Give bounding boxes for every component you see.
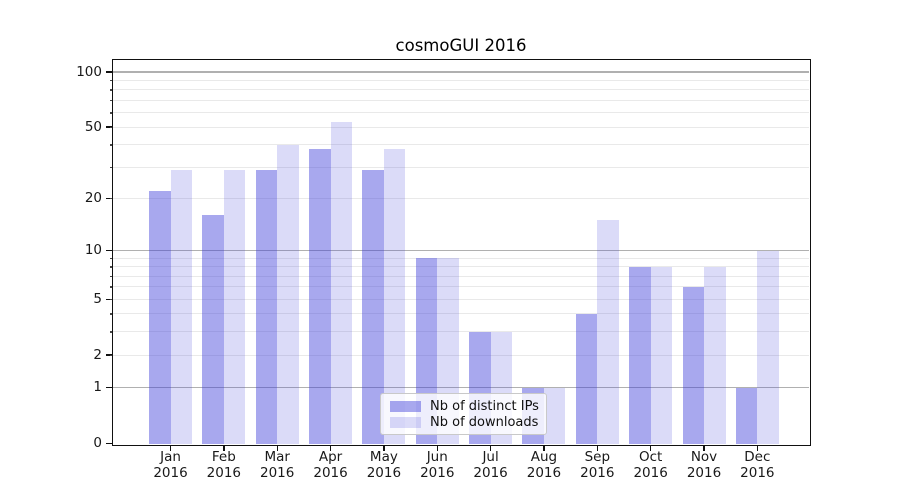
legend-item-downloads: Nb of downloads	[390, 414, 539, 430]
bar-apr-downloads	[330, 122, 353, 444]
bar-mar-downloads	[277, 144, 299, 444]
x-tick-label-jan: Jan 2016	[153, 449, 188, 481]
y-minor-tick-40	[109, 144, 112, 146]
y-minor-tick-30	[109, 166, 112, 169]
legend-swatch-downloads	[390, 416, 421, 428]
y-tick-label-20: 20	[84, 189, 102, 206]
y-tick-100	[106, 71, 112, 73]
gridline-y-80	[113, 89, 809, 91]
legend: Nb of distinct IPs Nb of downloads	[380, 393, 547, 435]
chart-title: cosmoGUI 2016	[395, 36, 527, 55]
x-tick-label-apr: Apr 2016	[313, 449, 348, 481]
y-minor-tick-5	[109, 298, 112, 301]
bar-dec-distinct-ips	[735, 387, 758, 444]
y-minor-tick-90	[109, 79, 112, 82]
y-tick-label-0: 0	[93, 435, 102, 451]
x-tick-apr	[329, 445, 332, 451]
x-tick-jan	[169, 445, 172, 451]
x-tick-aug	[543, 445, 545, 451]
gridline-y-100	[113, 71, 809, 73]
gridline-y-90	[113, 79, 809, 81]
y-minor-tick-8	[109, 266, 112, 268]
gridline-y-40	[113, 144, 809, 146]
x-tick-jun	[436, 445, 438, 451]
x-tick-sep	[596, 445, 598, 451]
y-minor-tick-6	[109, 286, 112, 288]
bar-may-distinct-ips	[362, 169, 384, 444]
bar-aug-downloads	[543, 387, 566, 444]
y-minor-tick-20	[109, 197, 112, 200]
y-minor-tick-2	[109, 354, 112, 356]
gridline-y-50	[113, 126, 809, 128]
y-tick-5	[106, 298, 112, 300]
x-tick-jul	[489, 445, 492, 451]
x-tick-label-jul: Jul 2016	[473, 449, 508, 481]
y-tick-1	[106, 387, 112, 389]
x-tick-label-mar: Mar 2016	[260, 449, 295, 481]
x-tick-mar	[276, 445, 278, 451]
legend-label-distinct-ips: Nb of distinct IPs	[430, 398, 539, 414]
y-tick-10	[106, 249, 112, 252]
gridline-y-70	[113, 99, 809, 101]
bar-jan-downloads	[170, 169, 192, 444]
legend-swatch-distinct-ips	[390, 400, 421, 412]
x-tick-oct	[649, 445, 652, 451]
y-minor-tick-3	[109, 331, 112, 333]
x-tick-label-nov: Nov 2016	[686, 449, 722, 481]
bar-sep-distinct-ips	[575, 313, 598, 444]
bar-feb-downloads	[223, 169, 246, 444]
y-minor-tick-50	[109, 126, 112, 128]
bar-feb-distinct-ips	[202, 215, 224, 444]
x-tick-label-jun: Jun 2016	[420, 449, 455, 481]
gridline-y-20	[113, 197, 809, 199]
y-minor-tick-7	[109, 275, 112, 278]
bar-apr-distinct-ips	[309, 148, 331, 444]
y-tick-50	[106, 126, 112, 128]
x-tick-label-sep: Sep 2016	[580, 449, 615, 481]
y-minor-tick-80	[109, 89, 112, 91]
plot-area	[113, 60, 809, 444]
bar-nov-distinct-ips	[682, 286, 704, 444]
bar-mar-distinct-ips	[255, 169, 278, 444]
y-tick-label-100: 100	[76, 63, 102, 80]
y-minor-tick-9	[109, 257, 112, 260]
x-tick-label-aug: Aug 2016	[526, 449, 562, 481]
x-tick-label-feb: Feb 2016	[206, 449, 242, 481]
x-tick-label-may: May 2016	[366, 449, 402, 481]
legend-label-downloads: Nb of downloads	[430, 414, 539, 430]
bar-sep-downloads	[597, 220, 619, 444]
y-tick-label-1: 1	[93, 379, 102, 396]
bar-oct-distinct-ips	[629, 266, 651, 444]
y-minor-tick-60	[109, 112, 112, 114]
bar-oct-downloads	[650, 266, 673, 444]
y-minor-tick-4	[109, 313, 112, 315]
bar-may-downloads	[383, 148, 406, 444]
y-tick-2	[106, 354, 112, 356]
y-minor-tick-70	[109, 99, 112, 102]
y-tick-label-5: 5	[93, 290, 102, 307]
bar-dec-downloads	[757, 250, 779, 444]
y-tick-0	[106, 442, 112, 445]
x-tick-may	[383, 445, 385, 451]
bar-jan-distinct-ips	[149, 191, 171, 444]
bar-nov-downloads	[704, 266, 726, 444]
y-tick-label-10: 10	[84, 242, 102, 259]
x-tick-feb	[223, 445, 225, 451]
y-tick-20	[106, 197, 112, 200]
gridline-y-30	[113, 166, 809, 168]
x-tick-label-dec: Dec 2016	[740, 449, 775, 481]
y-tick-label-50: 50	[84, 118, 102, 135]
gridline-y-60	[113, 112, 809, 114]
x-tick-label-oct: Oct 2016	[633, 449, 668, 481]
x-tick-nov	[703, 445, 705, 451]
x-tick-dec	[756, 445, 759, 451]
legend-item-distinct-ips: Nb of distinct IPs	[390, 398, 539, 414]
y-tick-label-2: 2	[93, 346, 102, 363]
